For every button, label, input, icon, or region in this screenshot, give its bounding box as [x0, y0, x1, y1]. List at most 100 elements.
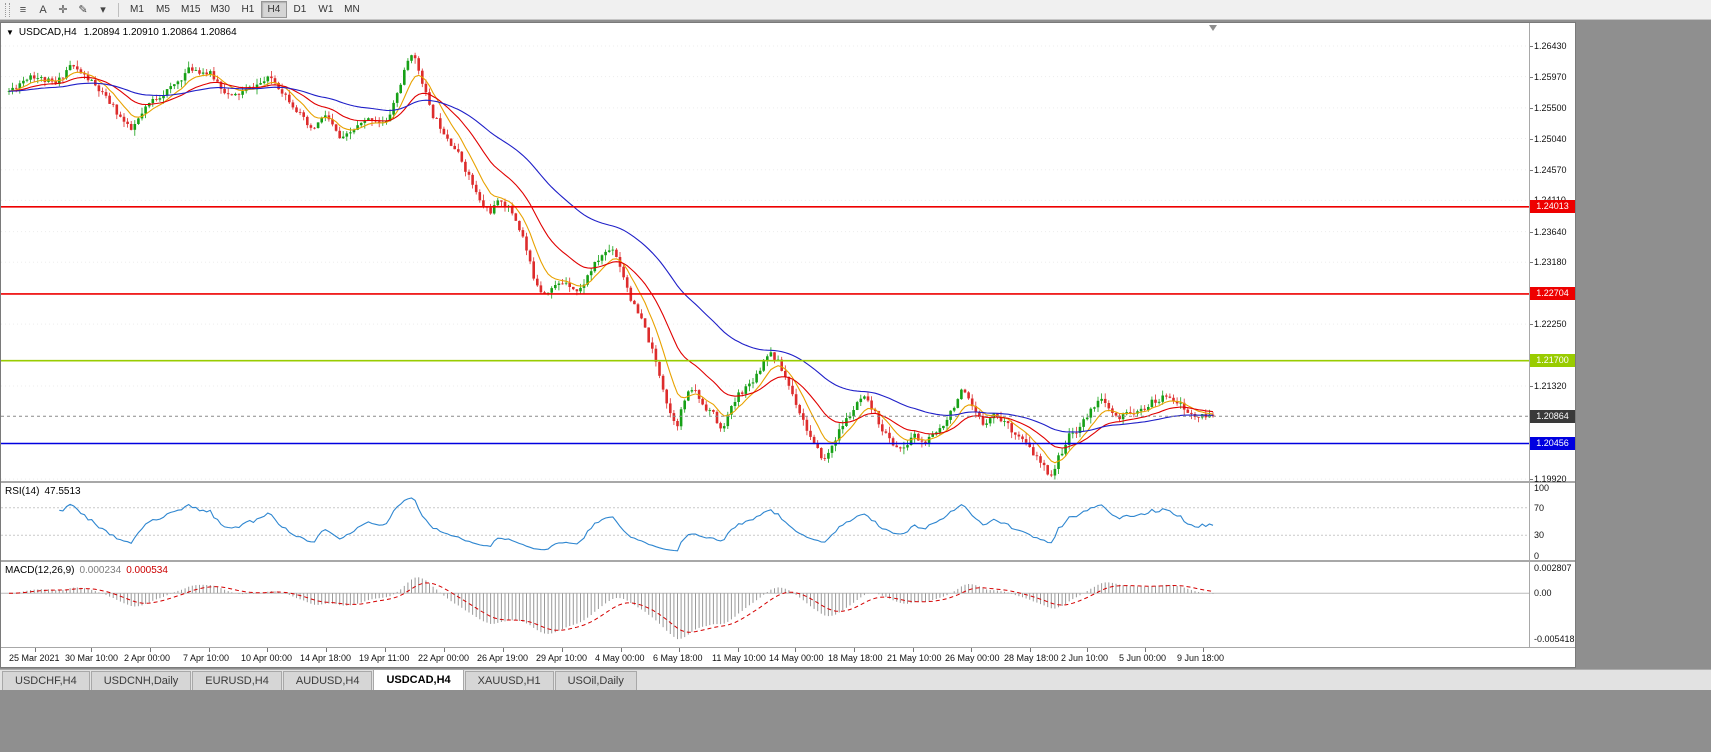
candles — [7, 52, 1215, 480]
crosshair-tool-icon[interactable]: ✛ — [58, 4, 68, 16]
time-axis-label: 9 Jun 18:00 — [1177, 653, 1225, 663]
time-axis-label: 22 Apr 00:00 — [418, 653, 470, 663]
current-price-tag: 1.20864 — [1530, 409, 1575, 423]
candlestick-chart — [1, 45, 1529, 480]
macd-name: MACD(12,26,9) — [5, 565, 75, 576]
one-click-trading-arrow[interactable]: ▼ — [6, 28, 14, 37]
timeframe-button-m30[interactable]: M30 — [210, 4, 230, 15]
time-axis-tick — [679, 648, 680, 652]
rsi-pane[interactable]: RSI(14) 47.5513 — [1, 483, 1529, 560]
hline-price-tag[interactable]: 1.20456 — [1530, 437, 1575, 450]
time-axis-tick — [1030, 648, 1031, 652]
moving-average-55 — [8, 82, 1214, 433]
price-axis-tick — [1530, 324, 1533, 326]
price-axis-tick — [1530, 479, 1533, 481]
chart-tabs-bar: USDCHF,H4 USDCNH,Daily EURUSD,H4 AUDUSD,H4 U… — [0, 669, 1711, 690]
chart-tab-usoil-daily[interactable]: USOil,Daily — [554, 671, 637, 690]
time-axis-label: 18 May 18:00 — [828, 653, 883, 663]
rsi-value: 47.5513 — [44, 486, 81, 497]
chart-symbol-period: USDCAD,H4 — [18, 27, 77, 38]
time-axis-tick — [913, 648, 914, 652]
timeframe-button-h4[interactable]: H4 — [260, 1, 287, 18]
draw-tool-caret-icon[interactable]: ▾ — [100, 4, 106, 16]
chart-shift-marker[interactable] — [1209, 25, 1217, 31]
time-axis-tick — [971, 648, 972, 652]
price-axis-label: 1.23180 — [1534, 257, 1567, 268]
price-axis-tick — [1530, 386, 1533, 387]
price-axis-label: 1.19920 — [1534, 474, 1567, 485]
macd-chart — [1, 577, 1529, 640]
timeframe-button-d1[interactable]: D1 — [293, 4, 307, 15]
hline-price-tag[interactable]: 1.24013 — [1530, 200, 1575, 214]
time-axis-label: 11 May 10:00 — [712, 653, 766, 663]
timeframe-button-mn[interactable]: MN — [344, 4, 360, 15]
time-axis-tick — [35, 648, 36, 652]
macd-axis-label: 0.002807 — [1534, 563, 1572, 573]
timeframe-button-m5[interactable]: M5 — [156, 4, 170, 15]
time-axis-label: 28 May 18:00 — [1004, 653, 1059, 663]
time-axis-tick — [326, 648, 327, 652]
time-axis-label: 6 May 18:00 — [653, 653, 703, 663]
time-axis[interactable]: 25 Mar 2021 30 Mar 10:00 2 Apr 00:00 7 Apr … — [1, 647, 1575, 667]
rsi-axis-label: 0 — [1534, 551, 1540, 561]
time-axis-label: 21 May 10:00 — [887, 653, 942, 663]
price-axis-tick — [1530, 169, 1533, 171]
rsi-axis-label: 30 — [1534, 530, 1545, 541]
pane-separator[interactable] — [1, 481, 1575, 483]
macd-axis-label: 0.00 — [1534, 588, 1552, 599]
time-axis-tick — [150, 648, 151, 652]
price-axis-label: 1.24570 — [1534, 164, 1567, 175]
time-axis-tick — [385, 648, 386, 652]
text-tool-icon[interactable]: A — [39, 3, 47, 16]
toolbar-grip[interactable] — [5, 2, 10, 17]
time-axis-label: 2 Apr 00:00 — [124, 653, 171, 663]
pane-separator[interactable] — [1, 560, 1575, 562]
time-axis-label: 14 May 00:00 — [769, 653, 824, 663]
hline-price-tag[interactable]: 1.22704 — [1530, 287, 1575, 301]
price-axis-label: 1.25500 — [1534, 102, 1567, 113]
toolbar: ≡ A ✛ ✎ ▾ M1 M5 M15 M30 H1 H4 D1 W1 MN — [0, 0, 1711, 20]
menu-icon[interactable]: ≡ — [19, 3, 27, 16]
macd-axis-label: -0.005418 — [1534, 634, 1575, 644]
toolbar-separator — [118, 2, 119, 17]
chart-ohlc-values: 1.20894 1.20910 1.20864 1.20864 — [83, 27, 237, 38]
time-axis-tick — [503, 648, 504, 652]
macd-pane[interactable]: MACD(12,26,9) 0.000234 0.000534 — [1, 562, 1529, 647]
macd-axis[interactable]: 0.002807 0.00 -0.005418 — [1530, 562, 1575, 647]
timeframe-button-m15[interactable]: M15 — [181, 4, 201, 15]
price-axis-tick — [1530, 262, 1533, 264]
time-axis-label: 10 Apr 00:00 — [241, 653, 293, 663]
time-axis-tick — [795, 648, 796, 652]
rsi-axis[interactable]: 100 70 30 0 — [1530, 483, 1575, 561]
price-axis-tick — [1530, 46, 1533, 47]
chart-tab-audusd-h4[interactable]: AUDUSD,H4 — [282, 671, 373, 690]
timeframe-button-m1[interactable]: M1 — [130, 4, 144, 15]
chart-tab-usdcnh-daily[interactable]: USDCNH,Daily — [90, 671, 192, 690]
chart-window: ▼ USDCAD,H4 1.20894 1.20910 1.20864 1.20… — [0, 22, 1576, 668]
chart-tab-usdcad-h4[interactable]: USDCAD,H4 — [373, 669, 464, 690]
main-chart-pane[interactable]: ▼ USDCAD,H4 1.20894 1.20910 1.20864 1.20… — [1, 23, 1529, 481]
time-axis-tick — [738, 648, 739, 652]
draw-tool-icon[interactable]: ✎ — [78, 4, 88, 16]
price-axis[interactable]: 1.264301.259701.255001.250401.245701.241… — [1530, 23, 1575, 485]
chart-tab-xauusd-h1[interactable]: XAUUSD,H1 — [464, 671, 554, 690]
timeframe-button-w1[interactable]: W1 — [318, 4, 334, 15]
macd-label: MACD(12,26,9) 0.000234 0.000534 — [5, 565, 173, 576]
time-axis-label: 14 Apr 18:00 — [300, 653, 352, 663]
time-axis-tick — [621, 648, 622, 652]
hline-price-tag[interactable]: 1.21700 — [1530, 354, 1575, 368]
chart-tab-eurusd-h4[interactable]: EURUSD,H4 — [192, 671, 282, 690]
time-axis-label: 26 May 00:00 — [945, 653, 1000, 663]
timeframe-button-h1[interactable]: H1 — [241, 4, 255, 15]
rsi-axis-label: 100 — [1534, 483, 1550, 493]
rsi-name: RSI(14) — [5, 486, 40, 497]
chart-tab-usdchf-h4[interactable]: USDCHF,H4 — [2, 671, 90, 690]
rsi-line — [59, 497, 1214, 552]
toolbar-tools: ≡ A ✛ ✎ ▾ — [13, 1, 113, 18]
price-axis-label: 1.26430 — [1534, 41, 1567, 51]
time-axis-label: 5 Jun 00:00 — [1119, 653, 1167, 663]
macd-value-signal: 0.000534 — [126, 565, 168, 576]
moving-average-21 — [8, 76, 1214, 449]
price-axis-label: 1.23640 — [1534, 226, 1567, 237]
